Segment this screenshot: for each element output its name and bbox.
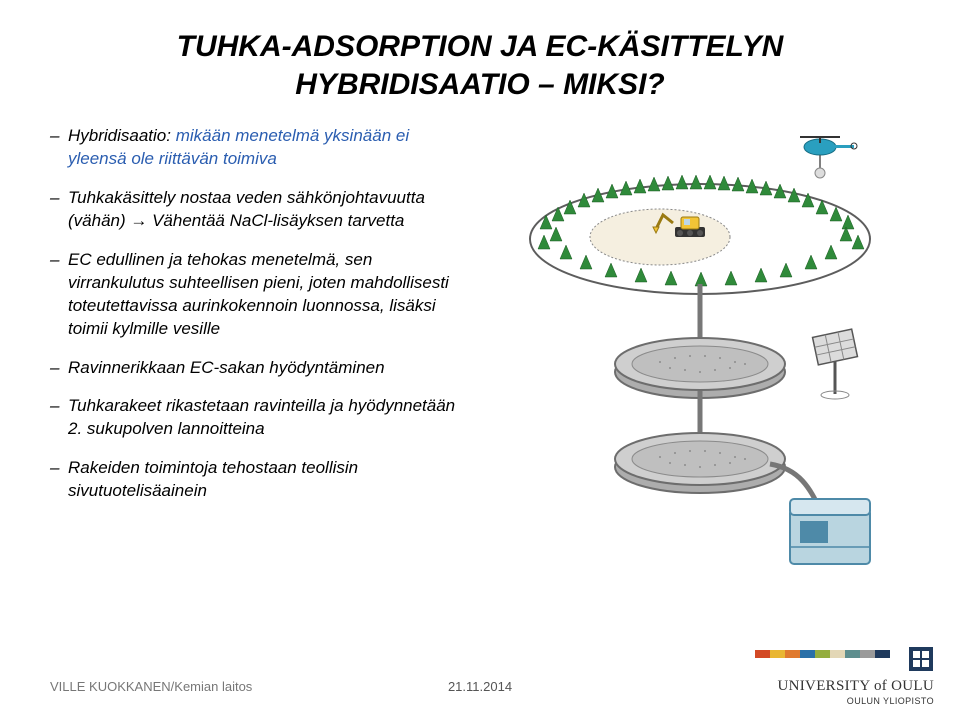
university-mark-icon xyxy=(908,646,934,672)
strip-seg xyxy=(755,650,770,658)
strip-seg xyxy=(770,650,785,658)
bullet-item: Ravinnerikkaan EC-sakan hyödyntäminen xyxy=(50,357,470,380)
bullet-list: Hybridisaatio: mikään menetelmä yksinään… xyxy=(50,125,470,589)
university-name: UNIVERSITY of OULU xyxy=(778,678,935,695)
slide-title: TUHKA-ADSORPTION JA EC-KÄSITTELYN HYBRID… xyxy=(50,28,910,103)
title-line1: TUHKA-ADSORPTION JA EC-KÄSITTELYN xyxy=(177,30,784,63)
strip-seg xyxy=(845,650,860,658)
date-label: 21.11.2014 xyxy=(448,679,512,694)
bullet-item: Tuhkakäsittely nostaa veden sähkönjohtav… xyxy=(50,187,470,233)
strip-seg xyxy=(875,650,890,658)
strip-seg xyxy=(860,650,875,658)
bullet-pre: Hybridisaatio: xyxy=(68,126,176,145)
author-label: VILLE KUOKKANEN/Kemian laitos xyxy=(50,679,252,694)
strip-seg xyxy=(800,650,815,658)
university-sub: OULUN YLIOPISTO xyxy=(778,696,935,706)
color-strip xyxy=(755,650,890,658)
bullet-item: EC edullinen ja tehokas menetelmä, sen v… xyxy=(50,249,470,341)
bullet-item: Hybridisaatio: mikään menetelmä yksinään… xyxy=(50,125,470,171)
slide-footer: VILLE KUOKKANEN/Kemian laitos 21.11.2014… xyxy=(0,646,960,716)
strip-seg xyxy=(830,650,845,658)
strip-seg xyxy=(815,650,830,658)
university-logo: UNIVERSITY of OULU OULUN YLIOPISTO xyxy=(778,678,935,706)
illustration xyxy=(490,125,910,589)
bullet-item: Rakeiden toimintoja tehostaan teollisin … xyxy=(50,457,470,503)
strip-seg xyxy=(785,650,800,658)
title-line2: HYBRIDISAATIO – MIKSI? xyxy=(295,68,664,101)
bullet-item: Tuhkarakeet rikastetaan ravinteilla ja h… xyxy=(50,395,470,441)
